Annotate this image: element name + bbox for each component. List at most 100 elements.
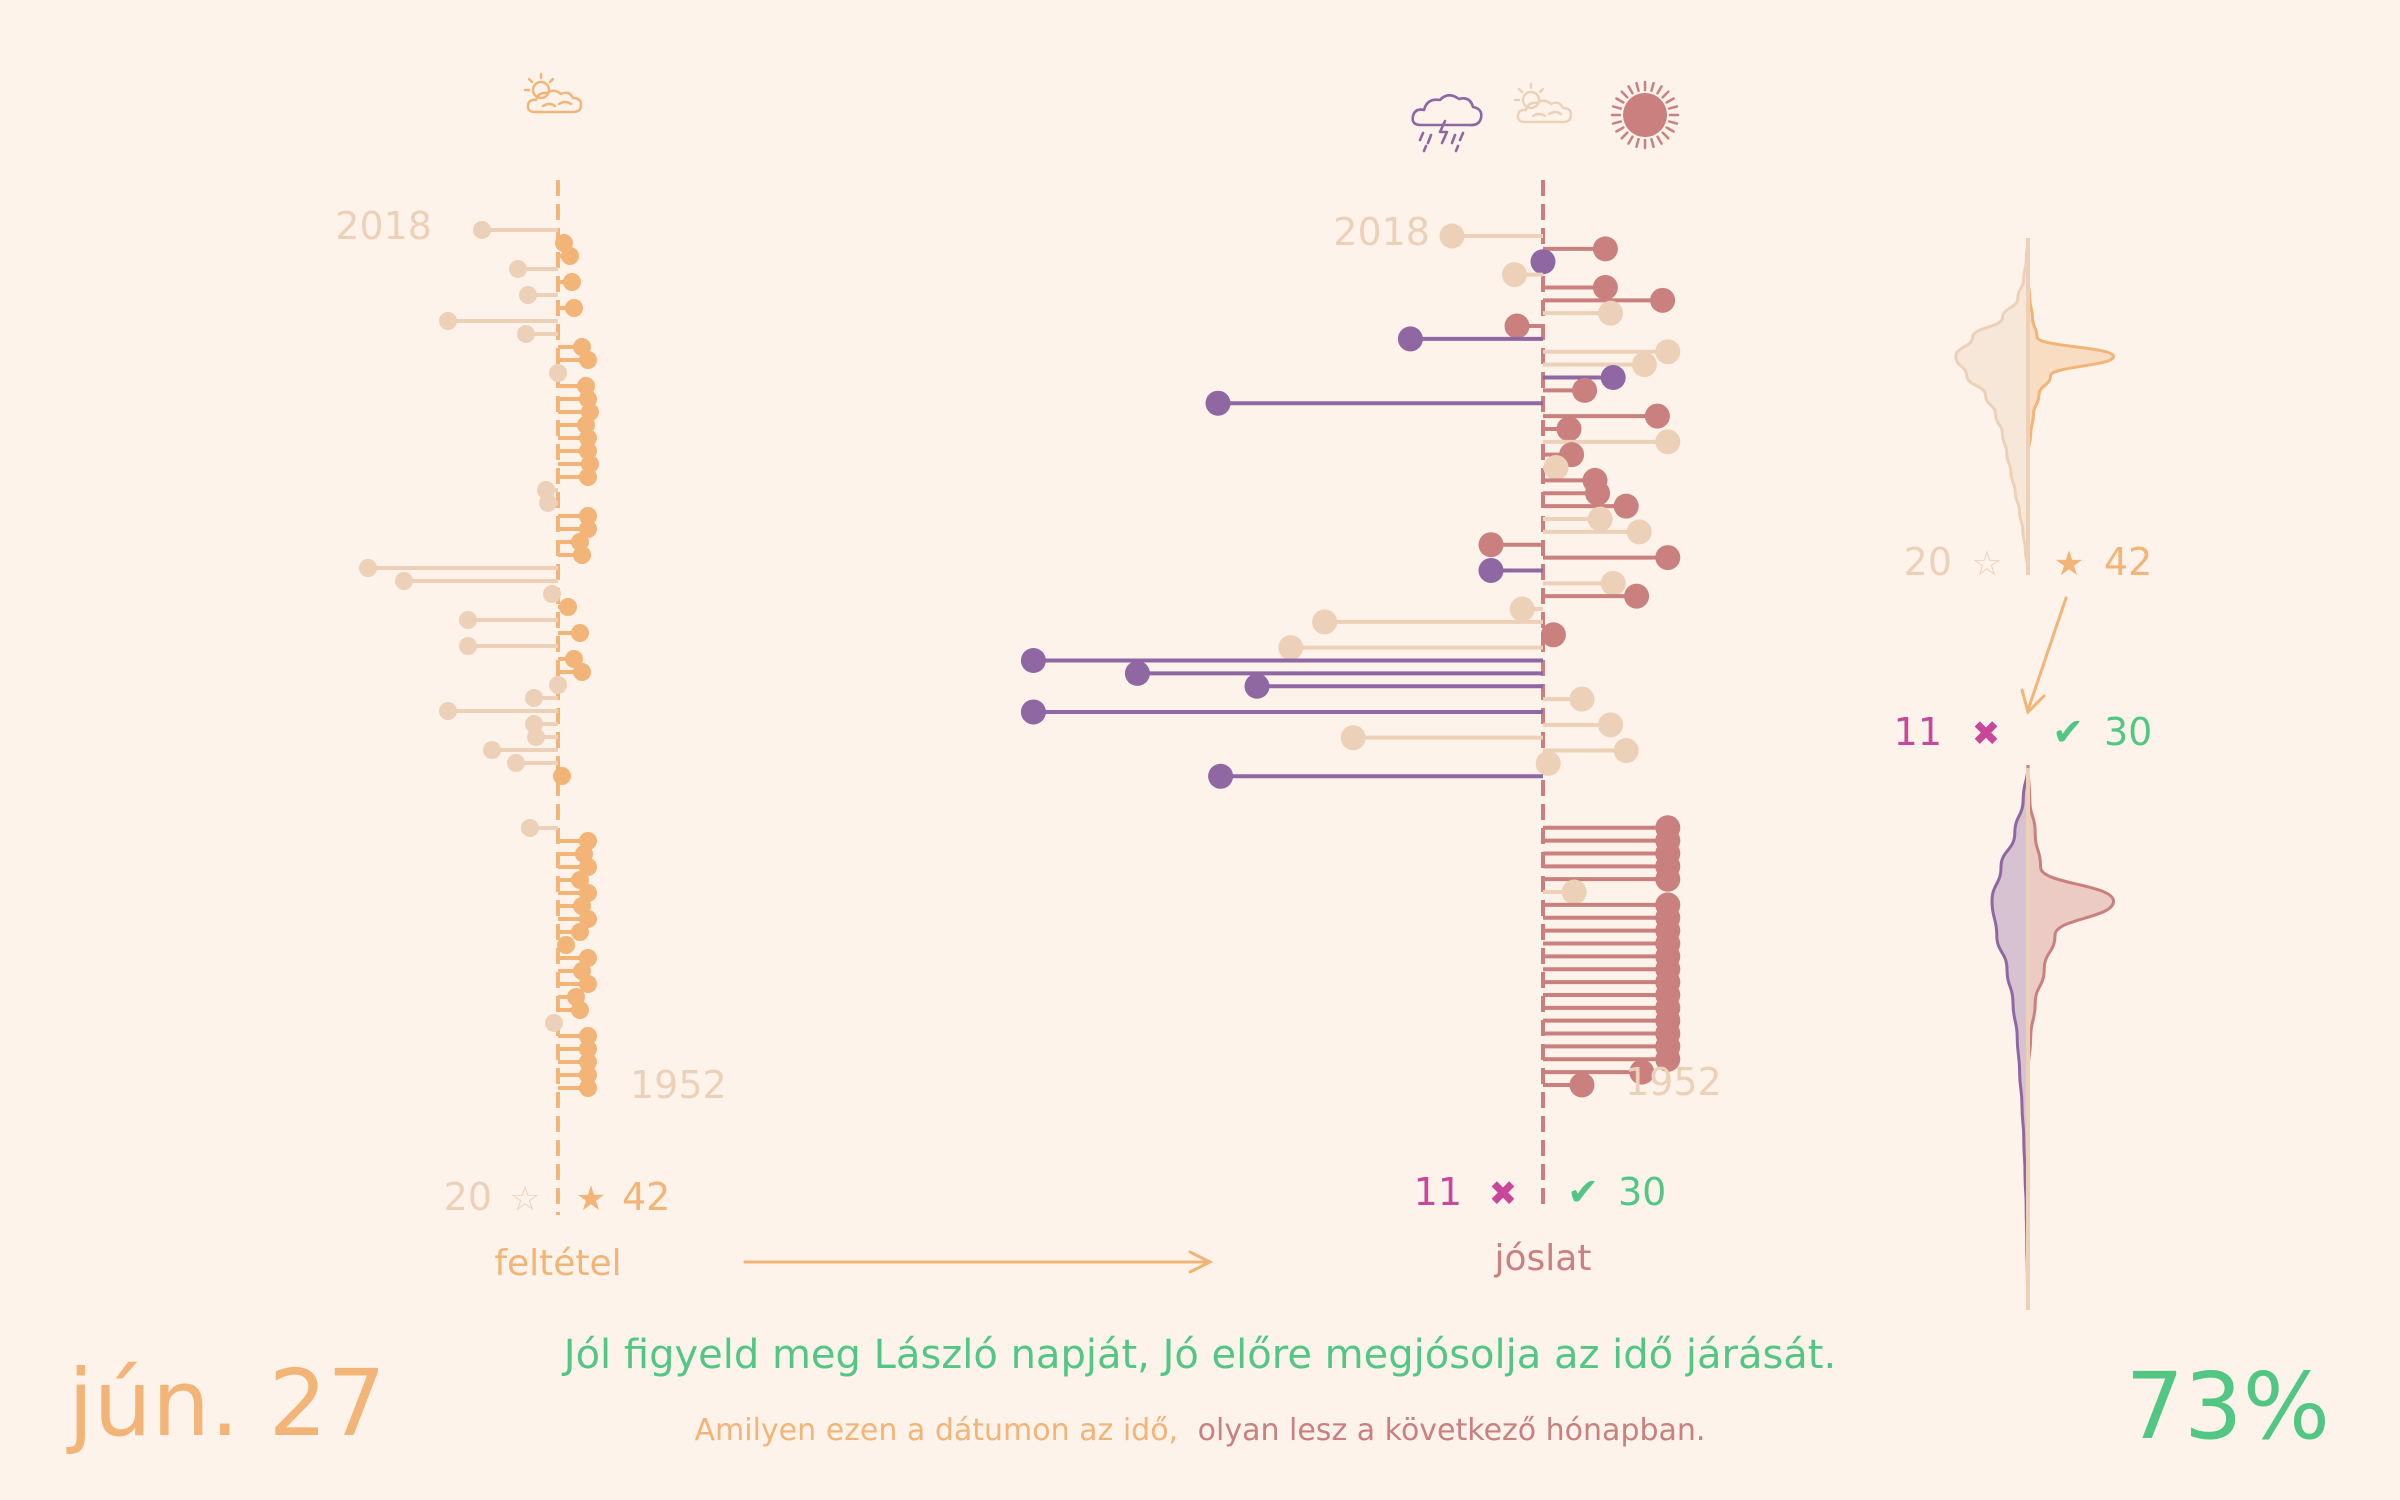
lollipop-dot: [1644, 403, 1670, 429]
lollipop-dot: [1244, 673, 1270, 699]
subtitle-part-condition: Amilyen ezen a dátumon az idő,: [695, 1413, 1179, 1448]
condition-bad-symbol: ☆: [510, 1179, 540, 1219]
lollipop-dot: [571, 923, 589, 941]
flow-arrow: [743, 1250, 1214, 1274]
lollipop-dot: [1600, 570, 1626, 596]
lollipop-dot: [1478, 557, 1504, 583]
lollipop-dot: [1208, 763, 1234, 789]
lollipop-dot: [571, 1001, 589, 1019]
lollipop-dot: [563, 273, 581, 291]
lollipop-dot: [579, 429, 597, 447]
lollipop-dot: [439, 702, 457, 720]
lollipop-dot: [1631, 352, 1657, 378]
lollipop-dot: [1501, 262, 1527, 288]
lollipop-dot: [565, 650, 583, 668]
lollipop-dot: [1312, 609, 1338, 635]
lollipop-dot: [1655, 866, 1681, 892]
density-bottom-count-bad: 11: [1894, 710, 1942, 754]
prediction-icons: [1411, 80, 1680, 153]
density-bottom-good-symbol: ✔: [2052, 710, 2084, 754]
prediction-year-top: 2018: [1333, 210, 1430, 254]
date-label: jún. 27: [66, 1350, 386, 1457]
prediction-count-bad: 11: [1414, 1170, 1462, 1214]
lollipop-dot: [1592, 274, 1618, 300]
lollipop-dot: [1655, 1046, 1681, 1072]
accuracy-value: 73%: [2126, 1353, 2330, 1460]
lollipop-dot: [517, 325, 535, 343]
lollipop-dot: [557, 936, 575, 954]
lollipop-dot: [359, 559, 377, 577]
density-top-count-bad: 20: [1904, 540, 1952, 584]
lollipop-dot: [1655, 545, 1681, 571]
lollipop-dot: [1020, 648, 1046, 673]
lollipop-dot: [473, 221, 491, 239]
condition-year-bottom: 1952: [630, 1063, 727, 1107]
density-bottom-count-good: 30: [2104, 710, 2152, 754]
lollipop-dot: [579, 507, 597, 525]
lollipop-dot: [459, 611, 477, 629]
condition-count-good: 42: [622, 1175, 670, 1219]
lollipop-dot: [483, 741, 501, 759]
lollipop-dot: [579, 1053, 597, 1071]
condition-density-chart: [1954, 238, 2116, 575]
lollipop-dot: [579, 1027, 597, 1045]
lollipop-dot: [565, 299, 583, 317]
lollipop-dot: [1556, 416, 1582, 442]
lollipop-dot: [1530, 249, 1556, 275]
prediction-good-symbol: ✔: [1567, 1170, 1599, 1214]
density-left-area: [1992, 765, 2028, 1310]
lollipop-dot: [579, 468, 597, 486]
lollipop-dot: [439, 312, 457, 330]
condition-icons: [523, 72, 583, 114]
density-top-count-good: 42: [2104, 540, 2152, 584]
lollipop-dot: [571, 624, 589, 642]
condition-label: feltétel: [494, 1243, 621, 1284]
lollipop-dot: [1020, 699, 1046, 725]
lollipop-dot: [1561, 879, 1587, 905]
prediction-bad-symbol: ✖: [1489, 1174, 1518, 1214]
lollipop-dot: [571, 871, 589, 889]
lollipop-dot: [1600, 365, 1626, 390]
lollipop-dot: [579, 1066, 597, 1084]
condition-lollipop-chart: [359, 180, 599, 1215]
condition-year-top: 2018: [335, 204, 432, 248]
saying-text: Jól figyeld meg László napját, Jó előre …: [561, 1332, 1836, 1378]
sun-cloud-icon: [523, 72, 583, 114]
lollipop-dot: [545, 1014, 563, 1032]
lollipop-dot: [561, 247, 579, 265]
lollipop-dot: [1598, 300, 1624, 326]
lollipop-dot: [1626, 519, 1652, 545]
lollipop-dot: [395, 572, 413, 590]
lollipop-dot: [1598, 712, 1624, 738]
density-left-line: [1954, 239, 2030, 571]
lollipop-dot: [1124, 660, 1150, 686]
lollipop-dot: [1587, 506, 1613, 532]
lollipop-dot: [549, 364, 567, 382]
lollipop-dot: [1629, 1059, 1655, 1085]
lollipop-dot: [1585, 480, 1611, 506]
lollipop-dot: [519, 286, 537, 304]
lollipop-dot: [1439, 223, 1465, 249]
density-right-area: [2028, 765, 2114, 1310]
lollipop-dot: [1572, 377, 1598, 403]
lollipop-dot: [573, 663, 591, 681]
lollipop-dot: [553, 767, 571, 785]
lollipop-dot: [1509, 596, 1535, 622]
lollipop-dot: [1504, 313, 1530, 339]
lollipop-dot: [1535, 750, 1561, 776]
lollipop-dot: [1340, 725, 1366, 751]
prediction-density-chart: [1990, 764, 2116, 1311]
lollipop-dot: [549, 676, 567, 694]
lollipop-dot: [559, 598, 577, 616]
condition-good-symbol: ★: [576, 1179, 606, 1219]
prediction-year-bottom: 1952: [1625, 1060, 1722, 1104]
lollipop-dot: [579, 351, 597, 369]
lollipop-dot: [1205, 390, 1231, 416]
prediction-count-good: 30: [1618, 1170, 1666, 1214]
storm-cloud-icon: [1411, 93, 1483, 153]
lollipop-dot: [1624, 583, 1650, 609]
density-top-bad-symbol: ☆: [1972, 544, 2002, 584]
density-link-arrow: [2020, 596, 2068, 715]
lollipop-dot: [521, 819, 539, 837]
